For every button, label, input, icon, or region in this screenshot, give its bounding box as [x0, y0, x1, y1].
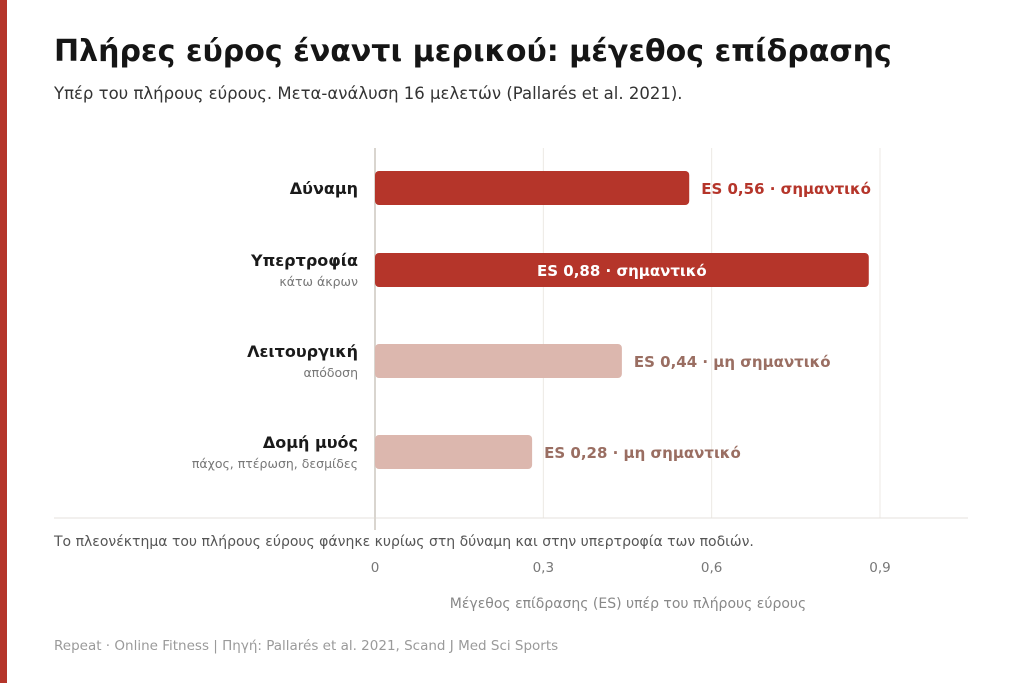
- category-label: Δομή μυός: [263, 433, 358, 452]
- x-tick-label: 0,9: [869, 560, 890, 576]
- category-label: Υπερτροφία: [250, 251, 358, 270]
- accent-bar: [0, 0, 7, 683]
- x-tick-label: 0: [371, 560, 380, 576]
- data-label: ES 0,88 · σημαντικό: [537, 262, 707, 280]
- bar: [375, 253, 869, 287]
- x-axis-label: Μέγεθος επίδρασης (ES) υπέρ του πλήρους …: [450, 596, 806, 612]
- data-label: ES 0,56 · σημαντικό: [701, 180, 871, 198]
- bar: [375, 435, 533, 469]
- chart-annotation: Το πλεονέκτημα του πλήρους εύρους φάνηκε…: [53, 534, 754, 550]
- category-sublabel: απόδοση: [303, 365, 358, 380]
- chart-title: Πλήρες εύρος έναντι μερικού: μέγεθος επί…: [54, 34, 892, 69]
- x-tick-label: 0,3: [533, 560, 554, 576]
- category-sublabel: πάχος, πτέρωση, δεσμίδες: [192, 456, 358, 471]
- footer-source: Repeat · Online Fitness | Πηγή: Pallarés…: [54, 638, 559, 654]
- grid-lines: [54, 148, 968, 530]
- bar: [375, 344, 622, 378]
- chart-subtitle: Υπέρ του πλήρους εύρους. Μετα-ανάλυση 16…: [54, 84, 683, 103]
- x-tick-label: 0,6: [701, 560, 722, 576]
- category-sublabel: κάτω άκρων: [279, 274, 358, 289]
- bars: ES 0,56 · σημαντικό ES 0,88 · σημαντικό ES…: [375, 171, 871, 469]
- category-label: Δύναμη: [290, 179, 358, 198]
- data-label: ES 0,44 · μη σημαντικό: [634, 353, 831, 371]
- data-label: ES 0,28 · μη σημαντικό: [544, 444, 741, 462]
- bar: [375, 171, 690, 205]
- x-tick-labels: 0 0,3 0,6 0,9: [371, 560, 891, 576]
- category-labels: Δύναμη Υπερτροφία κάτω άκρων Λειτουργική από…: [192, 179, 358, 471]
- category-label: Λειτουργική: [247, 342, 358, 361]
